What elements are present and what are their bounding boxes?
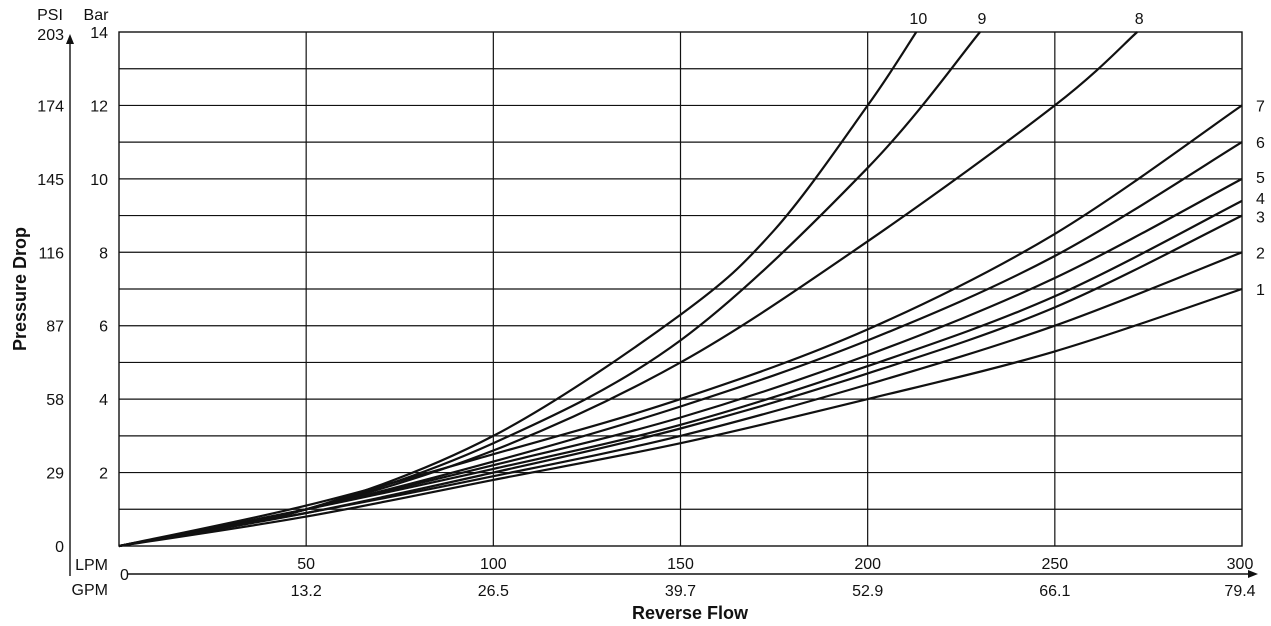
y-tick-label-psi: 58 xyxy=(46,392,64,409)
x-tick-label-lpm: 50 xyxy=(297,556,315,573)
x-unit-gpm: GPM xyxy=(72,582,108,599)
x-tick-label-gpm: 26.5 xyxy=(478,583,509,600)
x-tick-label-gpm: 66.1 xyxy=(1039,583,1070,600)
y-tick-label-bar: 6 xyxy=(99,319,108,336)
series-line-10 xyxy=(118,31,918,548)
y-unit-bar: Bar xyxy=(84,7,110,24)
series-label-10: 10 xyxy=(909,11,927,28)
y-tick-label-psi: 116 xyxy=(38,245,64,262)
series-label-4: 4 xyxy=(1256,191,1265,208)
y-tick-label-bar: 4 xyxy=(99,392,108,409)
series-label-8: 8 xyxy=(1135,11,1144,28)
x-tick-label-gpm: 13.2 xyxy=(291,583,322,600)
series-line-7 xyxy=(118,104,1243,548)
series-label-3: 3 xyxy=(1256,210,1265,227)
x-tick-label-lpm: 0 xyxy=(120,567,129,584)
x-tick-label-lpm: 150 xyxy=(667,556,694,573)
x-tick-label-gpm: 39.7 xyxy=(665,583,696,600)
x-tick-label-lpm: 200 xyxy=(854,556,881,573)
series-label-7: 7 xyxy=(1256,98,1265,115)
y-tick-label-bar: 8 xyxy=(99,245,108,262)
y-unit-psi: PSI xyxy=(37,7,63,24)
series-line-3 xyxy=(118,214,1243,548)
y-tick-label-psi: 87 xyxy=(46,319,64,336)
series-label-5: 5 xyxy=(1256,170,1265,187)
series-line-1 xyxy=(118,287,1243,548)
x-tick-label-gpm: 79.4 xyxy=(1224,583,1255,600)
series-label-2: 2 xyxy=(1256,245,1265,262)
x-unit-lpm: LPM xyxy=(75,557,108,574)
y-tick-label-bar: 10 xyxy=(90,172,108,189)
y-tick-label-psi: 203 xyxy=(37,27,64,44)
y-tick-label-psi: 174 xyxy=(37,98,64,115)
y-axis-title: Pressure Drop xyxy=(10,227,30,351)
y-tick-label-bar: 2 xyxy=(99,466,108,483)
x-tick-label-gpm: 52.9 xyxy=(852,583,883,600)
y-tick-label-psi: 0 xyxy=(55,539,64,556)
series-label-9: 9 xyxy=(978,11,987,28)
x-tick-label-lpm: 100 xyxy=(480,556,507,573)
y-tick-label-bar: 12 xyxy=(90,98,108,115)
series-label-1: 1 xyxy=(1256,282,1265,299)
y-tick-label-psi: 145 xyxy=(37,172,64,189)
y-axis-arrow-icon xyxy=(66,34,74,44)
y-tick-label-psi: 29 xyxy=(46,466,64,483)
x-axis-title: Reverse Flow xyxy=(632,603,749,623)
series-label-6: 6 xyxy=(1256,135,1265,152)
x-axis-arrow-icon xyxy=(1248,570,1258,578)
x-tick-label-lpm: 300 xyxy=(1227,556,1254,573)
x-tick-label-lpm: 250 xyxy=(1041,556,1068,573)
y-tick-label-bar: 14 xyxy=(90,25,108,42)
